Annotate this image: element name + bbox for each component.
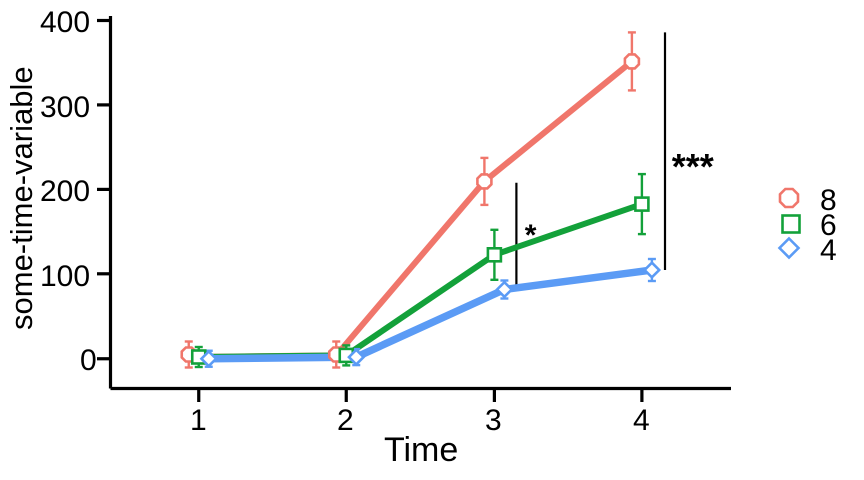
svg-text:***: *** xyxy=(672,146,714,187)
svg-text:*: * xyxy=(525,219,537,252)
